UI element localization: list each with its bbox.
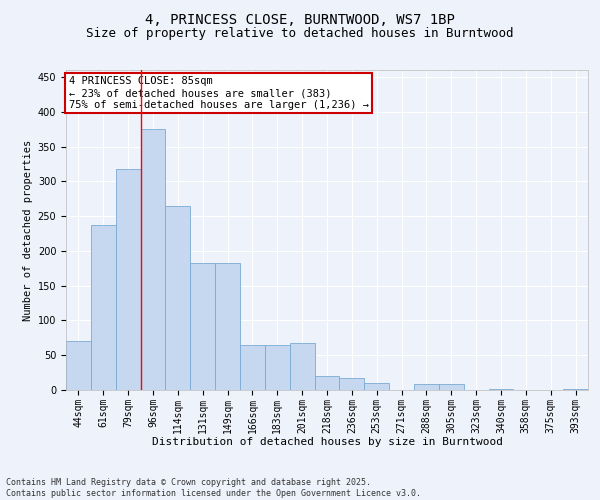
X-axis label: Distribution of detached houses by size in Burntwood: Distribution of detached houses by size … xyxy=(151,437,503,447)
Bar xyxy=(314,376,340,390)
Bar xyxy=(215,262,240,390)
Bar xyxy=(265,345,290,390)
Bar xyxy=(140,129,166,390)
Text: Size of property relative to detached houses in Burntwood: Size of property relative to detached ho… xyxy=(86,28,514,40)
Bar xyxy=(116,169,140,390)
Text: 4 PRINCESS CLOSE: 85sqm
← 23% of detached houses are smaller (383)
75% of semi-d: 4 PRINCESS CLOSE: 85sqm ← 23% of detache… xyxy=(68,76,368,110)
Bar xyxy=(91,225,116,390)
Bar xyxy=(563,388,588,390)
Bar xyxy=(340,378,364,390)
Bar xyxy=(190,262,215,390)
Bar xyxy=(290,342,314,390)
Text: 4, PRINCESS CLOSE, BURNTWOOD, WS7 1BP: 4, PRINCESS CLOSE, BURNTWOOD, WS7 1BP xyxy=(145,12,455,26)
Bar xyxy=(414,384,439,390)
Bar xyxy=(488,388,514,390)
Text: Contains HM Land Registry data © Crown copyright and database right 2025.
Contai: Contains HM Land Registry data © Crown c… xyxy=(6,478,421,498)
Bar xyxy=(439,384,464,390)
Bar xyxy=(166,206,190,390)
Bar xyxy=(66,342,91,390)
Bar xyxy=(364,383,389,390)
Bar xyxy=(240,345,265,390)
Y-axis label: Number of detached properties: Number of detached properties xyxy=(23,140,34,320)
